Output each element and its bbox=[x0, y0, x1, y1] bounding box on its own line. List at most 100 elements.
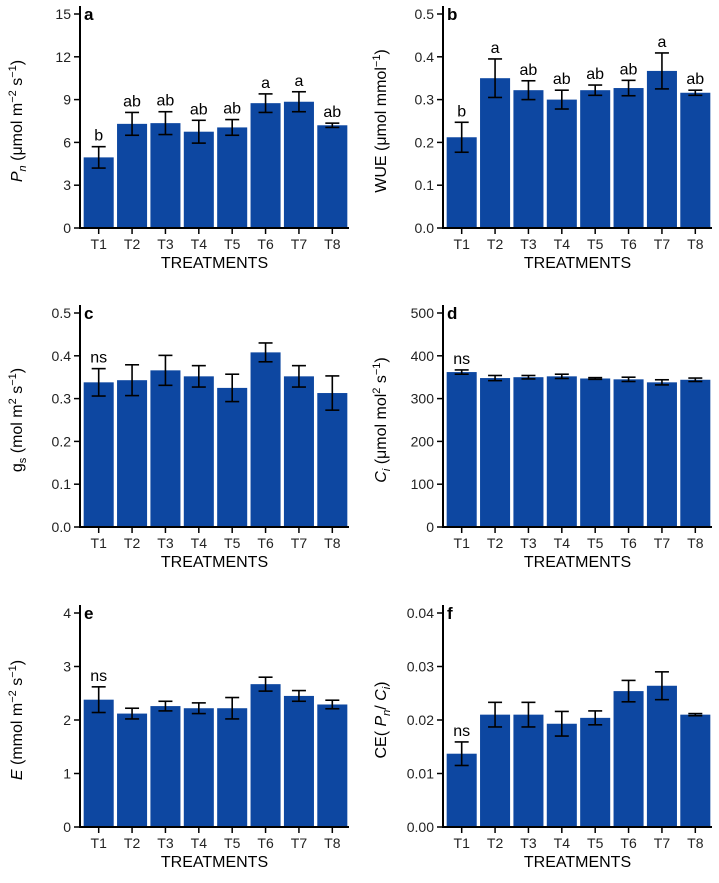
bar-a-T2 bbox=[117, 123, 148, 228]
x-tick-label: T2 bbox=[487, 236, 504, 252]
bar-d-T5 bbox=[580, 378, 611, 527]
ylabel-part: s bbox=[9, 386, 26, 398]
y-tick-label: 0.04 bbox=[407, 605, 434, 621]
bar-a-T6 bbox=[250, 103, 281, 228]
significance-label: ab bbox=[123, 93, 141, 110]
y-tick-label: 3 bbox=[63, 659, 71, 675]
x-tick-label: T2 bbox=[487, 535, 504, 551]
y-tick-label: 0.1 bbox=[52, 476, 72, 492]
bar-d-T4 bbox=[546, 376, 577, 527]
x-tick-label: T3 bbox=[520, 535, 537, 551]
ylabel-part: ) bbox=[373, 49, 390, 54]
panel-d: ns T1 T2 T3 T4 T5 T6 T7 T8 0 100 200 300 400 500 d TREAT… bbox=[371, 304, 712, 571]
bar-d-T6 bbox=[613, 379, 644, 527]
bar-b-T2 bbox=[480, 78, 511, 228]
y-tick-label: 300 bbox=[411, 391, 435, 407]
ylabel-superscript: −2 bbox=[7, 690, 19, 703]
ylabel-superscript: −1 bbox=[7, 665, 19, 678]
ylabel-superscript: −1 bbox=[7, 65, 19, 78]
panel-letter: c bbox=[84, 304, 93, 323]
x-tick-label: T3 bbox=[157, 535, 174, 551]
significance-label: ab bbox=[586, 66, 604, 83]
y-tick-label: 0.01 bbox=[407, 766, 434, 782]
y-tick-label: 0 bbox=[426, 519, 434, 535]
x-tick-label: T5 bbox=[587, 535, 604, 551]
y-tick-label: 0.4 bbox=[415, 49, 435, 65]
bar-e-T6 bbox=[250, 684, 281, 827]
x-tick-label: T4 bbox=[554, 835, 571, 851]
x-axis-label: TREATMENTS bbox=[161, 854, 268, 871]
significance-label: ns bbox=[90, 668, 107, 685]
y-tick-label: 0.3 bbox=[52, 391, 72, 407]
x-tick-label: T6 bbox=[257, 535, 274, 551]
x-tick-label: T8 bbox=[687, 835, 704, 851]
significance-label: ab bbox=[157, 93, 175, 110]
panel-letter: e bbox=[84, 604, 93, 623]
bar-d-T8 bbox=[680, 379, 711, 527]
bar-b-T3 bbox=[513, 90, 544, 229]
significance-label: ns bbox=[90, 350, 107, 367]
y-tick-label: 9 bbox=[63, 92, 71, 108]
bar-e-T2 bbox=[117, 713, 148, 827]
x-tick-label: T3 bbox=[157, 236, 174, 252]
y-tick-label: 0.5 bbox=[52, 305, 72, 321]
x-tick-label: T7 bbox=[654, 236, 671, 252]
significance-label: a bbox=[491, 40, 500, 57]
y-axis-label: CE( Pn/ Ci) bbox=[373, 681, 393, 758]
bar-a-T5 bbox=[217, 127, 248, 228]
ylabel-part: ) bbox=[9, 368, 26, 373]
bar-a-T1 bbox=[83, 157, 114, 228]
bar-f-T6 bbox=[613, 691, 644, 827]
x-tick-label: T7 bbox=[654, 835, 671, 851]
y-tick-label: 0 bbox=[63, 220, 71, 236]
ylabel-symbol: P bbox=[9, 171, 26, 182]
x-tick-label: T4 bbox=[191, 835, 208, 851]
x-tick-label: T1 bbox=[91, 535, 108, 551]
x-tick-label: T1 bbox=[454, 236, 471, 252]
x-tick-label: T4 bbox=[554, 236, 571, 252]
bar-b-T7 bbox=[646, 70, 677, 228]
ylabel-part: s bbox=[373, 375, 390, 387]
ylabel-superscript: −1 bbox=[7, 373, 19, 386]
bar-d-T2 bbox=[480, 378, 511, 527]
y-tick-label: 0.0 bbox=[415, 220, 435, 236]
x-tick-label: T1 bbox=[454, 535, 471, 551]
y-axis-label: Ci (μmol mol2 s−1) bbox=[371, 357, 393, 482]
ylabel-part: s bbox=[9, 678, 26, 690]
ylabel-part: s bbox=[9, 78, 26, 90]
x-tick-label: T4 bbox=[554, 535, 571, 551]
panel-letter: f bbox=[447, 604, 453, 623]
x-axis-label: TREATMENTS bbox=[524, 854, 631, 871]
x-axis-label: TREATMENTS bbox=[161, 255, 268, 272]
y-tick-label: 0 bbox=[63, 819, 71, 835]
x-tick-label: T4 bbox=[191, 535, 208, 551]
significance-label: ab bbox=[190, 101, 208, 118]
x-tick-label: T8 bbox=[687, 535, 704, 551]
x-tick-label: T6 bbox=[620, 535, 637, 551]
x-axis-label: TREATMENTS bbox=[524, 255, 631, 272]
y-tick-label: 0.1 bbox=[415, 177, 435, 193]
significance-label: b bbox=[94, 128, 103, 145]
x-tick-label: T8 bbox=[324, 835, 341, 851]
y-tick-label: 2 bbox=[63, 712, 71, 728]
bar-c-T6 bbox=[250, 352, 281, 527]
ylabel-part: g bbox=[9, 463, 26, 472]
bar-b-T8 bbox=[680, 92, 711, 228]
y-tick-label: 0.3 bbox=[415, 92, 435, 108]
ylabel-superscript: −1 bbox=[371, 55, 383, 68]
x-axis-label: TREATMENTS bbox=[161, 554, 268, 571]
y-axis-label: gs (mol m2 s−1) bbox=[7, 368, 29, 472]
bar-c-T1 bbox=[83, 382, 114, 527]
y-tick-label: 1 bbox=[63, 766, 71, 782]
ylabel-superscript: −2 bbox=[7, 90, 19, 103]
y-tick-label: 4 bbox=[63, 605, 71, 621]
x-tick-label: T4 bbox=[191, 236, 208, 252]
x-tick-label: T6 bbox=[620, 835, 637, 851]
bar-f-T5 bbox=[580, 717, 611, 827]
x-tick-label: T8 bbox=[324, 236, 341, 252]
x-tick-label: T2 bbox=[487, 835, 504, 851]
significance-label: ab bbox=[620, 61, 638, 78]
x-tick-label: T6 bbox=[620, 236, 637, 252]
y-tick-label: 15 bbox=[55, 6, 71, 22]
